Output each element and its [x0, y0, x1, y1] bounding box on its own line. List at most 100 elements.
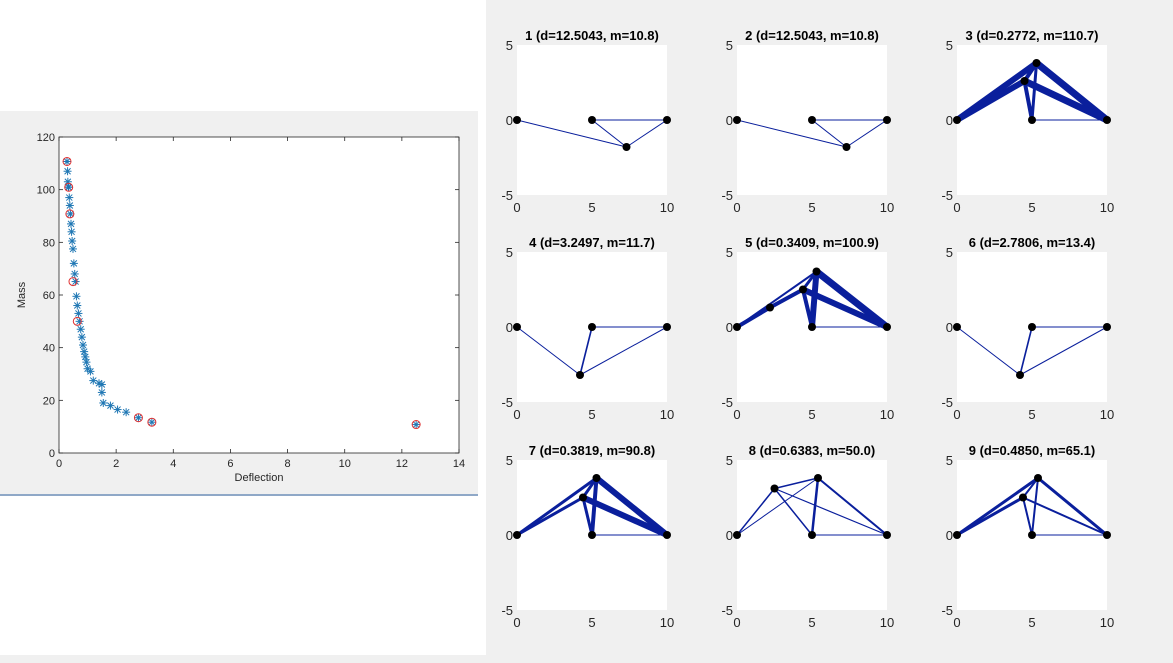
truss-node: [1028, 323, 1036, 331]
truss-node: [1103, 116, 1111, 124]
truss-node: [1103, 531, 1111, 539]
truss-node: [513, 323, 521, 331]
asterisk-stroke: [65, 183, 73, 191]
data-point-asterisk: [77, 333, 86, 342]
truss-member: [954, 78, 1028, 123]
y-tick-label: 5: [506, 453, 513, 468]
data-point-asterisk: [72, 292, 81, 301]
data-point-asterisk: [65, 201, 74, 210]
asterisk-stroke: [148, 418, 156, 426]
y-tick-label: 5: [506, 245, 513, 260]
truss-node: [513, 116, 521, 124]
y-tick-label: 60: [43, 290, 55, 302]
truss-subplot-5: 5 (d=0.3409, m=100.9)0 5 10-505: [721, 235, 894, 422]
asterisk-stroke: [75, 310, 82, 317]
subplot-title: 6 (d=2.7806, m=13.4): [969, 235, 1095, 250]
x-tick-label: 10: [339, 458, 351, 470]
truss-node: [733, 531, 741, 539]
asterisk-stroke: [64, 167, 71, 175]
y-tick-label: -5: [721, 188, 733, 203]
y-tick-label: 0: [49, 448, 55, 460]
truss-node: [1028, 531, 1036, 539]
truss-member: [736, 477, 819, 536]
data-point-circle: [72, 316, 82, 326]
truss-member: [590, 476, 599, 537]
truss-member: [1033, 59, 1111, 124]
data-point-asterisk: [76, 325, 85, 334]
y-tick-label: 0: [946, 320, 953, 335]
x-tick-label: 5: [588, 615, 595, 630]
truss-member: [736, 119, 847, 148]
truss-member: [1022, 79, 1034, 122]
data-point-asterisk: [82, 358, 91, 367]
x-axis-label: Deflection: [235, 472, 284, 484]
truss-member: [626, 119, 668, 148]
data-point-asterisk: [80, 347, 89, 356]
bottom-strip: [0, 655, 1173, 663]
asterisk-stroke: [77, 325, 85, 333]
data-point-asterisk: [69, 244, 77, 253]
x-tick-label: 10: [1100, 615, 1114, 630]
truss-node: [1016, 371, 1024, 379]
truss-member: [579, 326, 593, 376]
plot-area: [58, 136, 460, 454]
truss-node: [588, 116, 596, 124]
y-tick-label: 100: [37, 185, 55, 197]
truss-node: [663, 531, 671, 539]
y-axis-label: Mass: [16, 281, 28, 308]
pareto-panel: 0 2 4 6 8 10 12 14 0 20 40 60 80 100 120 Deflection Mass: [0, 111, 478, 496]
data-point-asterisk: [99, 398, 108, 407]
y-tick-label: 5: [946, 453, 953, 468]
x-tick-label: 0: [953, 407, 960, 422]
y-tick-label: 80: [43, 237, 55, 249]
data-point-circle: [147, 417, 157, 427]
x-tick-label: 10: [1100, 200, 1114, 215]
data-point-asterisk: [63, 157, 71, 166]
y-tick-label: -5: [501, 188, 513, 203]
y-tick-label: -5: [941, 395, 953, 410]
y-tick-label: -5: [941, 603, 953, 618]
y-tick-label: -5: [501, 395, 513, 410]
data-point-circle: [411, 420, 421, 430]
subplot-title: 8 (d=0.6383, m=50.0): [749, 443, 875, 458]
truss-subplot-2: 2 (d=12.5043, m=10.8)0 5 10-505: [721, 28, 894, 215]
x-tick-label: 5: [1028, 200, 1035, 215]
truss-member: [768, 287, 805, 310]
asterisk-stroke: [73, 292, 80, 300]
truss-node: [953, 323, 961, 331]
data-point-circle: [62, 156, 72, 166]
truss-member: [580, 494, 670, 538]
data-point-asterisk: [75, 317, 84, 326]
data-point-asterisk: [74, 309, 83, 318]
x-tick-label: 4: [170, 458, 176, 470]
truss-member: [773, 487, 813, 536]
truss-node: [1020, 77, 1029, 85]
x-tick-label: 0: [733, 615, 740, 630]
truss-member: [1022, 477, 1039, 499]
x-tick-label: 5: [1028, 615, 1035, 630]
truss-node: [663, 323, 671, 331]
y-tick-label: 5: [506, 38, 513, 53]
y-tick-label: 0: [506, 320, 513, 335]
truss-node: [953, 531, 961, 539]
asterisk-stroke: [412, 421, 420, 428]
asterisk-stroke: [95, 379, 103, 387]
truss-subplot-8: 8 (d=0.6383, m=50.0)0 5 10-505: [721, 443, 894, 630]
truss-member: [515, 496, 585, 537]
x-tick-label: 0: [953, 200, 960, 215]
data-point-asterisk: [113, 405, 122, 414]
y-tick-label: 0: [726, 113, 733, 128]
asterisk-stroke: [67, 220, 75, 228]
truss-subplot-6: 6 (d=2.7806, m=13.4)0 5 10-505: [941, 235, 1114, 422]
y-tick-label: -5: [721, 603, 733, 618]
truss-member: [773, 487, 888, 536]
truss-node: [1034, 474, 1042, 482]
truss-node: [812, 267, 821, 276]
asterisk-stroke: [83, 358, 90, 366]
truss-member: [810, 476, 820, 537]
truss-member: [809, 268, 820, 330]
data-point-asterisk: [106, 401, 115, 410]
truss-node: [622, 143, 631, 151]
asterisk-stroke: [81, 353, 89, 361]
